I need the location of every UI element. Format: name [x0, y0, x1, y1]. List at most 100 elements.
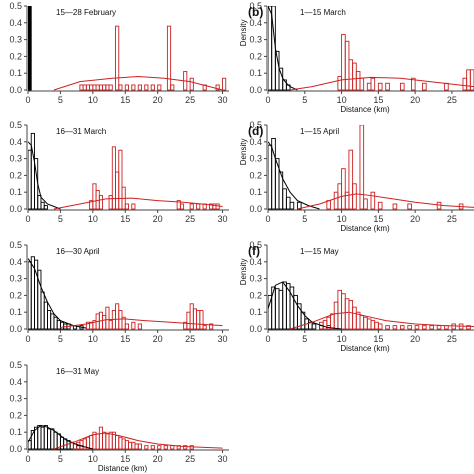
x-tick-label: 25 — [447, 214, 457, 224]
y-tick-label: 0.2 — [9, 410, 22, 420]
far-histogram-bar — [150, 445, 155, 450]
far-histogram-bar — [102, 84, 107, 91]
far-histogram-bar — [414, 325, 420, 330]
far-histogram-bar — [199, 310, 204, 330]
far-histogram-bar — [363, 198, 368, 210]
far-histogram-bar — [118, 436, 123, 450]
histogram-panel: 0.0 0.1 0.2 0.3 0.4 0.5 0 5 10 15 20 25 30 16—31 Marc… — [9, 120, 229, 224]
far-histogram-bar — [344, 191, 350, 210]
far-histogram-bar — [202, 325, 207, 330]
far-histogram-bar — [82, 84, 87, 91]
local-histogram-bar — [40, 426, 45, 450]
x-tick-label: 15 — [120, 95, 130, 105]
local-histogram-bar — [40, 291, 45, 330]
far-histogram-bar — [95, 84, 100, 91]
local-histogram-bar — [59, 436, 65, 450]
far-histogram-bar — [355, 71, 361, 91]
y-tick-label: 0.2 — [9, 170, 22, 180]
y-tick-label: 0.0 — [9, 444, 22, 454]
local-histogram-bar — [47, 428, 52, 450]
far-histogram-bar — [366, 318, 372, 330]
far-histogram-bar — [422, 325, 427, 330]
y-tick-label: 0.4 — [249, 137, 262, 147]
far-histogram-bar — [137, 443, 142, 450]
y-tick-label: 0.3 — [9, 274, 22, 284]
y-tick-label: 0.1 — [9, 307, 22, 317]
local-histogram-bar — [37, 195, 42, 210]
far-histogram-bar — [322, 320, 328, 330]
far-histogram-bar — [144, 84, 149, 91]
far-histogram-bar — [102, 431, 107, 450]
far-histogram-bar — [359, 77, 365, 91]
far-histogram-bar — [124, 84, 129, 91]
far-histogram-bar — [444, 82, 449, 91]
far-histogram-bar — [186, 311, 191, 330]
local-histogram-bar — [28, 261, 32, 330]
y-tick-label: 0.3 — [249, 154, 262, 164]
x-tick-label: 25 — [185, 454, 195, 464]
x-tick-label: 15 — [373, 334, 383, 344]
far-histogram-bar — [115, 25, 120, 91]
x-tick-label: 0 — [25, 95, 30, 105]
y-tick-label: 0.1 — [9, 187, 22, 197]
histogram-panel: 0.0 0.1 0.2 0.3 0.4 0.5 0 5 10 15 20 25 1—15 May Dist… — [239, 240, 474, 353]
x-tick-label: 15 — [120, 334, 130, 344]
far-histogram-bar — [105, 306, 110, 330]
panel-letter: (b) — [248, 5, 263, 19]
far-histogram-bar — [385, 325, 390, 330]
y-axis-label: Density — [239, 20, 248, 47]
far-histogram-bar — [189, 77, 194, 91]
y-tick-label: 0.5 — [249, 1, 262, 11]
local-density-curve — [28, 258, 87, 329]
far-histogram-bar — [115, 435, 120, 450]
far-density-curve — [53, 197, 223, 210]
local-histogram-bar — [43, 301, 48, 330]
y-tick-label: 0.0 — [249, 204, 262, 214]
y-tick-label: 0.5 — [9, 1, 22, 11]
far-histogram-bar — [399, 82, 405, 91]
y-tick-label: 0.0 — [249, 324, 262, 334]
far-histogram-bar — [407, 203, 412, 210]
x-tick-label: 20 — [153, 214, 163, 224]
x-tick-label: 25 — [185, 214, 195, 224]
far-histogram-bar — [105, 433, 110, 450]
far-histogram-bar — [399, 325, 405, 330]
y-tick-label: 0.3 — [249, 35, 262, 45]
plot-area — [268, 6, 474, 91]
far-histogram-bar — [144, 445, 149, 450]
far-histogram-bar — [183, 445, 188, 450]
x-tick-label: 10 — [88, 214, 98, 224]
far-histogram-bar — [333, 301, 339, 330]
y-tick-label: 0.0 — [9, 324, 22, 334]
x-tick-label: 5 — [302, 95, 307, 105]
local-histogram-bar — [30, 132, 35, 210]
far-histogram-bar — [118, 84, 123, 91]
x-tick-label: 5 — [302, 214, 307, 224]
far-histogram-bar — [370, 77, 376, 91]
local-histogram-bar — [28, 149, 32, 210]
panel-title: 15—28 February — [56, 8, 116, 17]
far-histogram-bar — [92, 84, 97, 91]
plot-area — [28, 256, 223, 330]
far-histogram-bar — [108, 84, 113, 91]
far-histogram-bar — [385, 82, 390, 91]
y-tick-label: 0.4 — [249, 18, 262, 28]
histogram-panel: 0.0 0.1 0.2 0.3 0.4 0.5 0 5 10 15 20 25 30 16—30 Apri… — [9, 240, 229, 344]
far-histogram-bar — [157, 84, 162, 91]
far-histogram-bar — [89, 84, 94, 91]
x-tick-label: 0 — [25, 334, 30, 344]
far-histogram-bar — [451, 323, 457, 330]
y-tick-label: 0.5 — [9, 360, 22, 370]
far-histogram-bar — [134, 443, 139, 450]
x-tick-label: 15 — [120, 454, 130, 464]
panel-title: 1—15 April — [300, 127, 339, 136]
y-tick-label: 0.5 — [249, 120, 262, 130]
local-density-curve — [268, 6, 298, 91]
y-tick-label: 0.4 — [9, 137, 22, 147]
y-tick-label: 0.2 — [9, 290, 22, 300]
far-histogram-bar — [370, 191, 376, 210]
far-histogram-bar — [118, 310, 123, 330]
far-histogram-bar — [363, 316, 368, 330]
local-histogram-bar — [47, 310, 52, 330]
local-histogram-bar — [28, 6, 32, 91]
